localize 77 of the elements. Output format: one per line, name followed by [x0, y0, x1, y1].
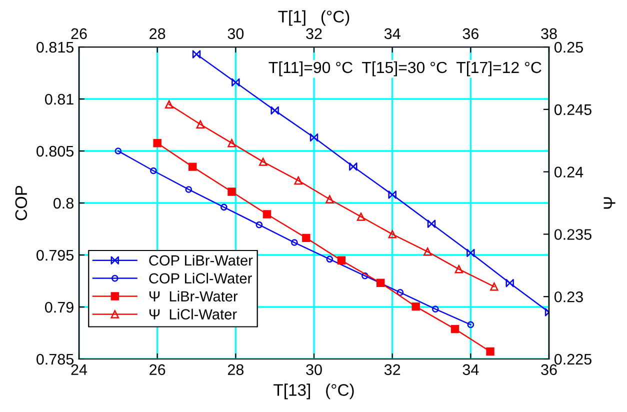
point	[164, 100, 174, 109]
point	[362, 272, 368, 280]
x2-tick-label: 38	[541, 28, 557, 40]
point	[150, 167, 157, 174]
point	[326, 195, 334, 204]
point	[466, 248, 475, 258]
point	[326, 256, 334, 263]
point	[185, 186, 192, 193]
point	[337, 256, 346, 265]
y-tick-label: 0.815	[36, 42, 74, 53]
point	[196, 120, 205, 128]
point	[450, 324, 460, 334]
x2-tick-label: 32	[306, 28, 322, 40]
point	[490, 282, 498, 291]
point	[291, 239, 298, 246]
point	[454, 265, 464, 274]
x2-tick-label: 36	[462, 28, 478, 40]
point	[220, 204, 228, 211]
legend-label: COP LiCl-Water	[149, 272, 252, 284]
point	[228, 188, 236, 196]
x-tick-label: 36	[541, 364, 557, 376]
y2-tick-label: 0.23	[554, 291, 583, 302]
point	[262, 210, 272, 218]
point	[486, 347, 494, 356]
legend-label: Ψ LiBr-Water	[149, 290, 238, 302]
point	[388, 190, 396, 199]
y-tick-label: 0.805	[36, 146, 74, 157]
x2-axis-title: T[1] (°C)	[278, 10, 350, 26]
point	[506, 278, 514, 288]
point	[423, 248, 432, 256]
point	[258, 158, 268, 166]
x-tick-label: 32	[384, 364, 400, 376]
point	[228, 139, 236, 148]
x2-tick-label: 28	[150, 28, 166, 40]
point	[356, 212, 366, 221]
point	[294, 176, 302, 185]
y2-tick-label: 0.245	[554, 104, 592, 116]
point	[192, 50, 201, 58]
x-tick-label: 34	[462, 364, 479, 376]
point	[270, 106, 279, 115]
point	[388, 230, 396, 238]
point	[310, 133, 318, 142]
point	[412, 302, 420, 311]
y-tick-label: 0.81	[45, 94, 74, 105]
legend-label: COP LiBr-Water	[149, 254, 253, 266]
point	[432, 306, 439, 312]
y2-axis-title: Ψ	[604, 197, 616, 209]
y2-tick-label: 0.235	[554, 229, 592, 240]
point	[256, 221, 263, 228]
point	[349, 162, 358, 171]
x2-tick-label: 34	[384, 28, 400, 40]
y-tick-label: 0.795	[36, 250, 74, 261]
point	[467, 321, 474, 328]
point	[302, 234, 310, 242]
x2-tick-label: 26	[71, 28, 87, 40]
y-axis-title: COP	[15, 186, 28, 220]
x2-tick-label: 30	[228, 28, 244, 40]
point	[188, 162, 197, 171]
point	[427, 220, 436, 228]
y-tick-label: 0.79	[45, 302, 74, 313]
legend-label: Ψ LiCl-Water	[149, 308, 237, 320]
x-tick-label: 24	[71, 364, 88, 375]
annotation: T[11]=90 °C T[15]=30 °C T[17]=12 °C	[268, 61, 542, 76]
y-tick-label: 0.8	[54, 198, 74, 209]
y-tick-label: 0.785	[36, 354, 74, 365]
point	[114, 148, 122, 154]
y2-tick-label: 0.225	[554, 354, 592, 365]
point	[232, 78, 240, 86]
y2-tick-label: 0.24	[554, 166, 584, 178]
y2-tick-label: 0.25	[554, 42, 583, 53]
x-axis-title: T[13] (°C)	[274, 384, 354, 400]
x-tick-label: 28	[228, 364, 244, 376]
point	[376, 278, 385, 287]
x-tick-label: 26	[150, 364, 166, 376]
point	[153, 139, 162, 148]
x-tick-label: 30	[306, 364, 322, 376]
point	[396, 289, 404, 296]
